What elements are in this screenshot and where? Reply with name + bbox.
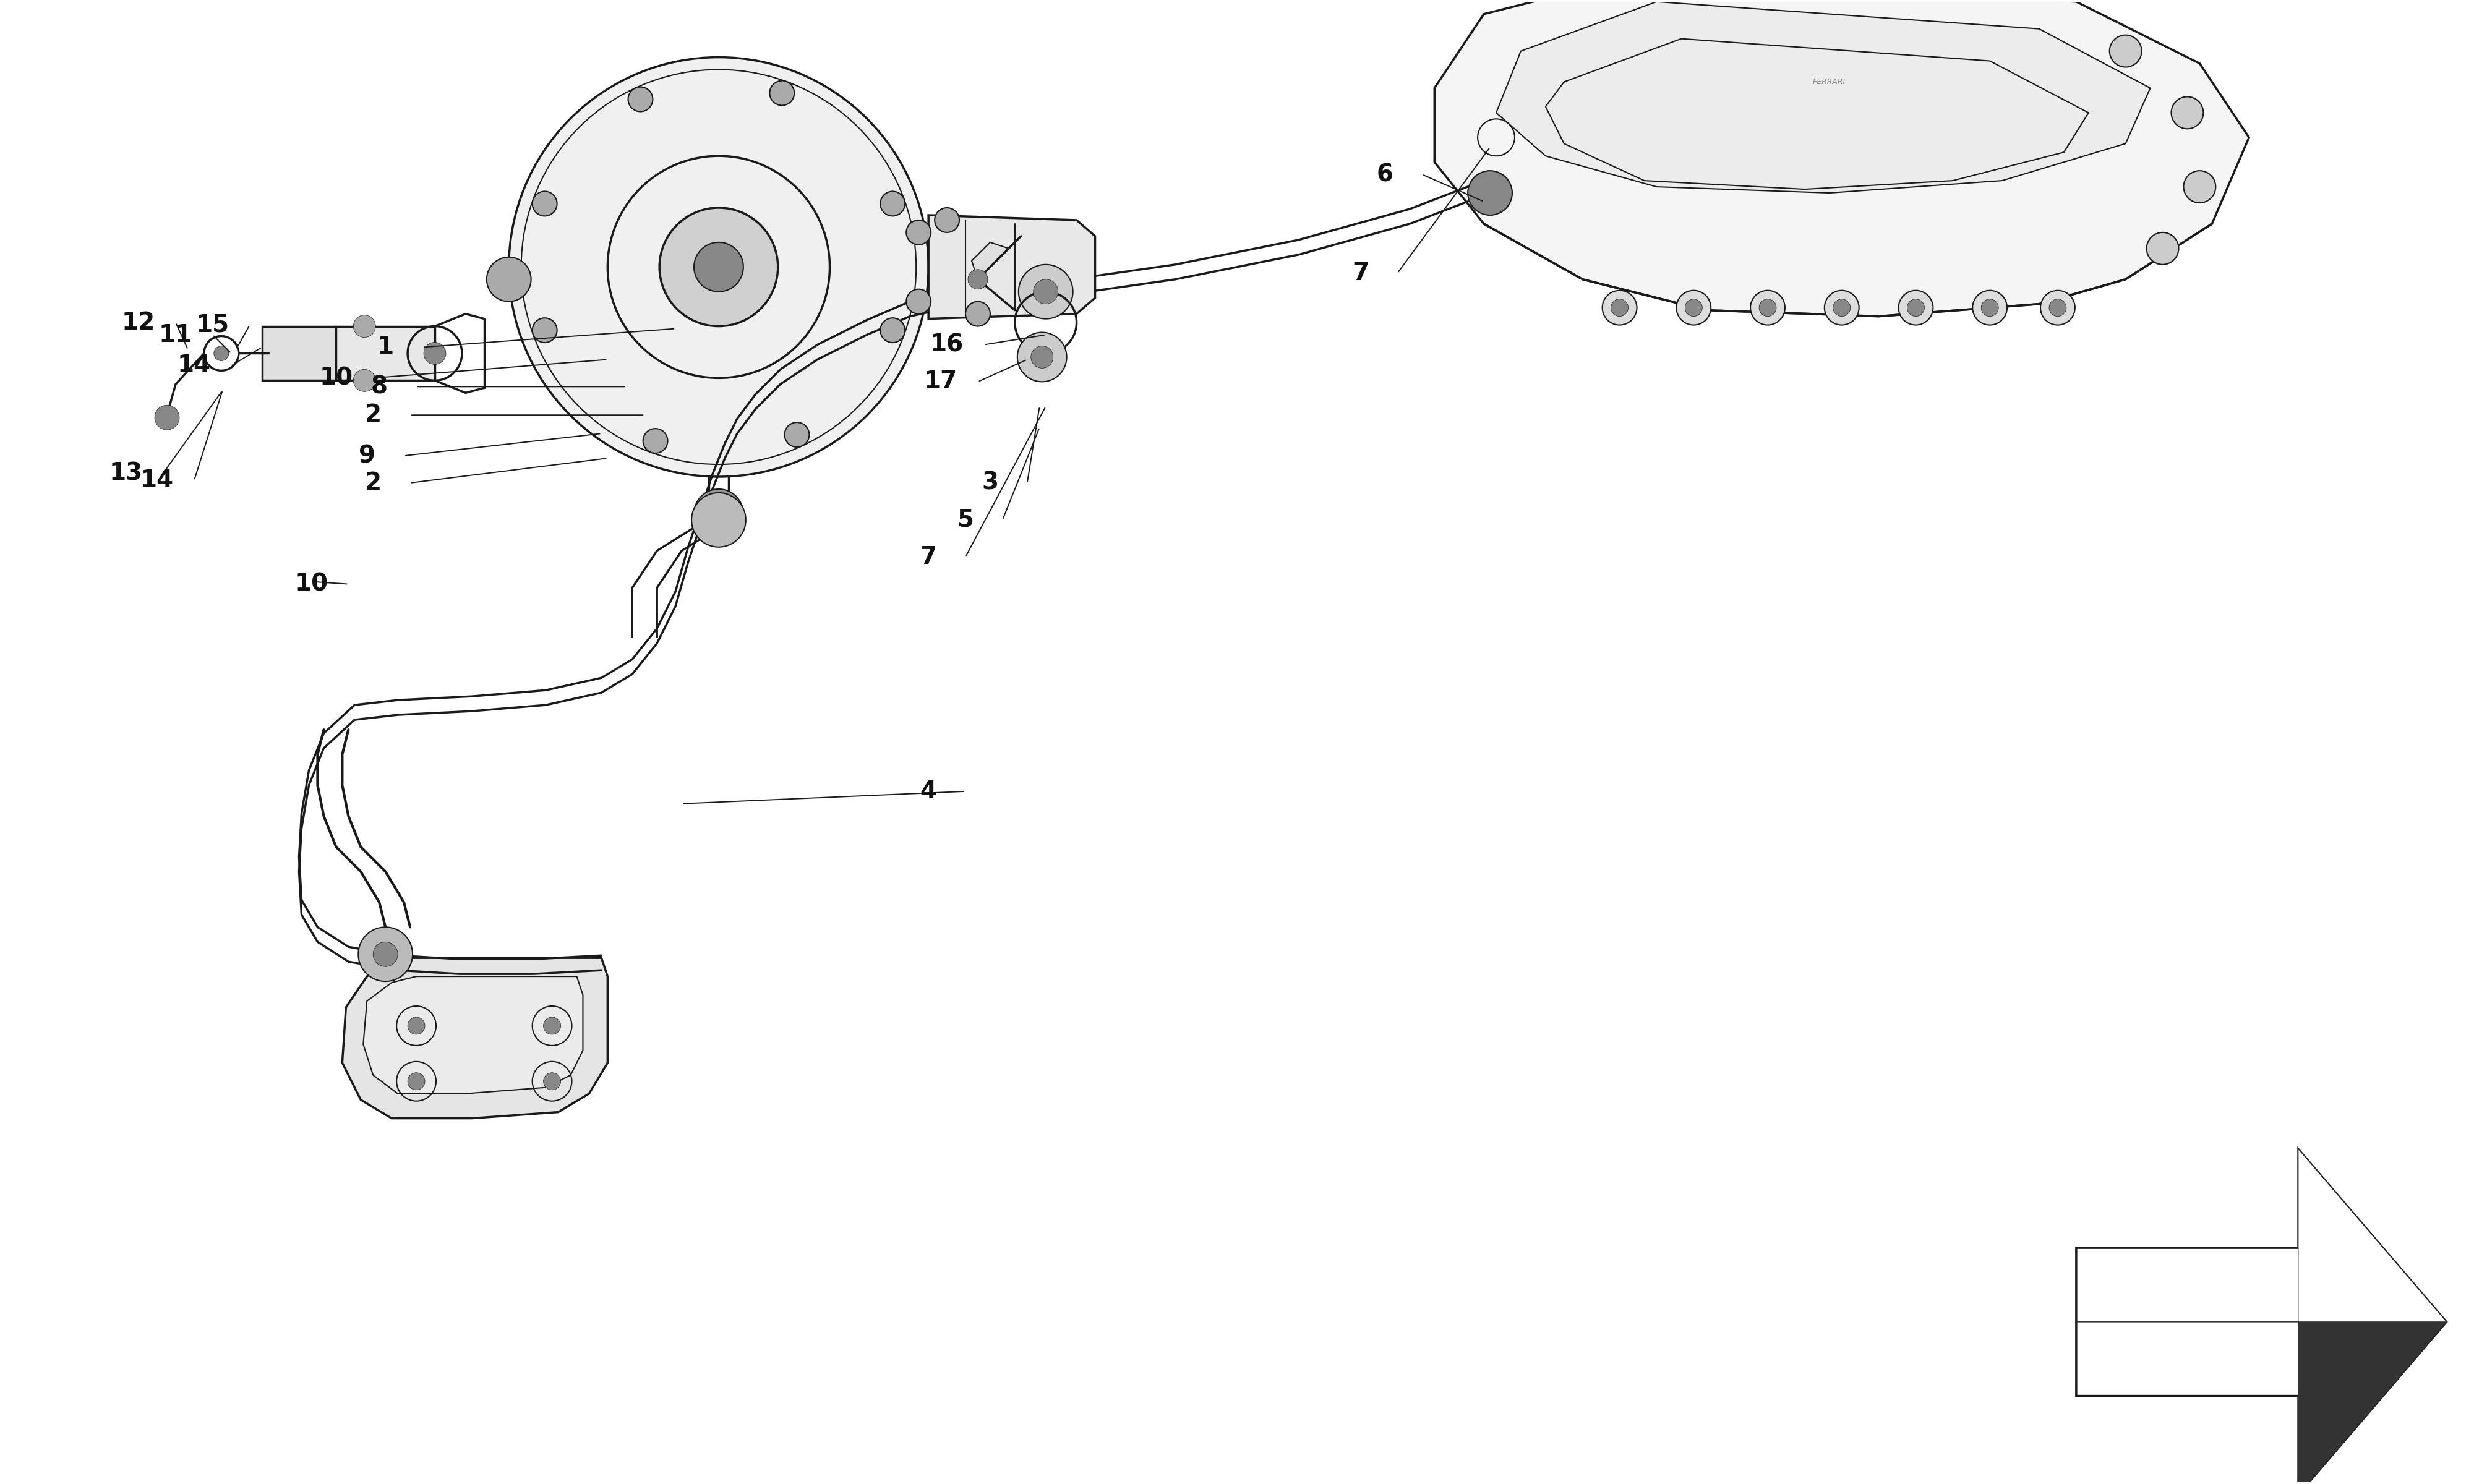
Text: 14: 14 [178, 355, 210, 377]
Text: 7: 7 [920, 545, 938, 568]
Circle shape [510, 58, 928, 476]
Circle shape [1907, 300, 1925, 316]
Circle shape [1823, 291, 1858, 325]
Circle shape [1685, 300, 1702, 316]
Circle shape [544, 1073, 562, 1089]
Circle shape [408, 1073, 426, 1089]
Circle shape [881, 318, 905, 343]
Polygon shape [1497, 1, 2150, 193]
Circle shape [693, 493, 745, 548]
Text: 2: 2 [364, 404, 381, 427]
Circle shape [1034, 279, 1059, 304]
Circle shape [1972, 291, 2006, 325]
Polygon shape [341, 957, 609, 1119]
Circle shape [1603, 291, 1638, 325]
Circle shape [695, 242, 742, 292]
Polygon shape [2076, 1149, 2447, 1484]
Text: 7: 7 [1351, 261, 1368, 285]
Circle shape [354, 315, 376, 337]
Text: 14: 14 [141, 469, 173, 493]
Text: 4: 4 [920, 779, 938, 803]
Circle shape [1032, 346, 1054, 368]
Circle shape [1017, 332, 1066, 381]
Text: 5: 5 [957, 508, 975, 531]
Circle shape [695, 490, 742, 539]
Circle shape [2147, 233, 2180, 264]
Text: 1: 1 [376, 335, 393, 359]
Polygon shape [364, 976, 584, 1094]
Circle shape [2172, 96, 2204, 129]
Text: 12: 12 [121, 310, 156, 334]
Text: 2: 2 [364, 470, 381, 494]
Text: 3: 3 [982, 470, 999, 494]
Circle shape [1759, 300, 1776, 316]
Circle shape [935, 208, 960, 233]
Circle shape [1611, 300, 1628, 316]
Text: 8: 8 [371, 375, 388, 398]
Circle shape [374, 942, 398, 966]
Circle shape [784, 423, 809, 447]
Circle shape [769, 80, 794, 105]
Circle shape [643, 429, 668, 453]
Text: 10: 10 [319, 367, 354, 390]
Polygon shape [1435, 0, 2249, 316]
Polygon shape [972, 242, 1009, 279]
Circle shape [2048, 300, 2066, 316]
Circle shape [213, 346, 228, 361]
Text: 9: 9 [359, 444, 376, 467]
Text: 15: 15 [195, 313, 230, 337]
Polygon shape [2076, 1322, 2447, 1484]
Circle shape [532, 191, 557, 217]
Circle shape [1677, 291, 1712, 325]
Circle shape [359, 927, 413, 981]
Polygon shape [928, 215, 1096, 319]
Circle shape [1982, 300, 1999, 316]
Text: 11: 11 [158, 324, 193, 347]
Circle shape [1467, 171, 1512, 215]
Circle shape [1019, 264, 1074, 319]
Circle shape [408, 1017, 426, 1034]
Circle shape [628, 88, 653, 111]
Circle shape [532, 318, 557, 343]
Polygon shape [2076, 1149, 2447, 1322]
Circle shape [1898, 291, 1932, 325]
Text: 13: 13 [109, 462, 143, 485]
Circle shape [2041, 291, 2076, 325]
Circle shape [881, 191, 905, 217]
Circle shape [2110, 36, 2142, 67]
Circle shape [156, 405, 178, 430]
Circle shape [967, 270, 987, 289]
Circle shape [1752, 291, 1784, 325]
Circle shape [965, 301, 990, 326]
Circle shape [2185, 171, 2217, 203]
Text: 17: 17 [923, 370, 957, 393]
Circle shape [1833, 300, 1851, 316]
Text: 10: 10 [294, 573, 329, 595]
Polygon shape [262, 326, 336, 380]
Polygon shape [336, 326, 435, 380]
Circle shape [487, 257, 532, 301]
Circle shape [354, 370, 376, 392]
Circle shape [423, 343, 445, 365]
Circle shape [905, 289, 930, 315]
Text: 16: 16 [930, 332, 965, 356]
Text: FERRARI: FERRARI [1813, 77, 1846, 86]
Text: 6: 6 [1376, 163, 1393, 186]
Circle shape [661, 208, 777, 326]
Circle shape [544, 1017, 562, 1034]
Circle shape [905, 220, 930, 245]
